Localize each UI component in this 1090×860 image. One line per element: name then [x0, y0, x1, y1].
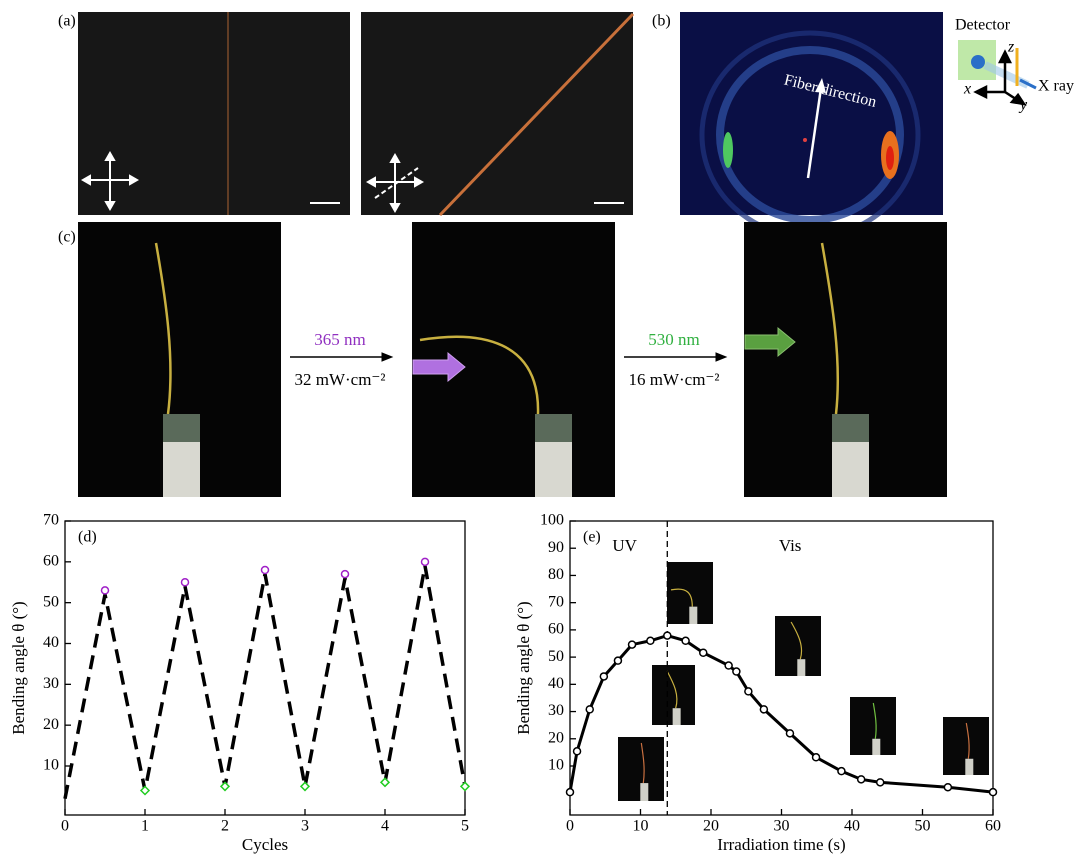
axis-z: z [1007, 39, 1015, 56]
x-tick-label: 5 [461, 818, 469, 835]
x-tick-label: 3 [301, 818, 309, 835]
circle-marker [629, 641, 636, 648]
panel-label: (b) [652, 13, 671, 30]
y-tick-label: 40 [43, 634, 59, 651]
intensity: 32 mW·cm⁻² [294, 370, 385, 389]
circle-marker [664, 632, 671, 639]
x-axis-label: Irradiation time (s) [717, 835, 845, 854]
panel-label: (c) [58, 229, 76, 246]
x-tick-label: 60 [985, 818, 1001, 835]
x-tick-label: 20 [703, 818, 719, 835]
photo-a1 [78, 12, 350, 215]
annotation: Vis [779, 536, 802, 555]
annotation: UV [612, 536, 637, 555]
circle-marker [877, 779, 884, 786]
circle-marker [342, 571, 349, 578]
circle-marker [647, 637, 654, 644]
inset-holder [673, 708, 681, 725]
inset-holder [689, 607, 697, 624]
panel-label: (a) [58, 13, 76, 30]
x-tick-label: 40 [844, 818, 860, 835]
panel-label: (d) [78, 529, 97, 546]
y-tick-label: 70 [548, 593, 564, 610]
x-tick-label: 30 [774, 818, 790, 835]
y-tick-label: 60 [548, 621, 564, 638]
circle-marker [838, 768, 845, 775]
circle-marker [733, 668, 740, 675]
xray-label: X ray [1038, 78, 1074, 95]
y-tick-label: 70 [43, 512, 59, 529]
circle-marker [990, 789, 997, 796]
photo-a2 [361, 12, 633, 215]
circle-marker [600, 673, 607, 680]
y-tick-label: 30 [548, 702, 564, 719]
inset-holder [797, 659, 805, 676]
circle-marker [262, 567, 269, 574]
x-tick-label: 50 [915, 818, 931, 835]
circle-marker [682, 637, 689, 644]
figure: (a) (b) Fiber direction [0, 0, 1090, 860]
diamond-marker [381, 778, 389, 786]
circle-marker [725, 662, 732, 669]
x-axis-label: Cycles [242, 835, 288, 854]
y-tick-label: 50 [548, 648, 564, 665]
inset-holder [965, 759, 973, 775]
y-tick-label: 100 [540, 512, 564, 529]
diamond-marker [301, 782, 309, 790]
y-tick-label: 60 [43, 553, 59, 570]
circle-marker [102, 587, 109, 594]
y-tick-label: 30 [43, 675, 59, 692]
intensity: 16 mW·cm⁻² [628, 370, 719, 389]
diamond-marker [141, 787, 149, 795]
circle-marker [745, 688, 752, 695]
y-tick-label: 10 [43, 757, 59, 774]
axis-y: y [1018, 97, 1028, 114]
y-tick-label: 10 [548, 757, 564, 774]
x-tick-label: 0 [566, 818, 574, 835]
x-tick-label: 0 [61, 818, 69, 835]
photo-c2 [412, 222, 615, 497]
inset-holder [872, 739, 880, 755]
diamond-marker [221, 782, 229, 790]
y-axis-label: Bending angle θ (°) [514, 601, 533, 734]
x-tick-label: 10 [633, 818, 649, 835]
circle-marker [786, 730, 793, 737]
x-tick-label: 4 [381, 818, 389, 835]
diamond-marker [461, 782, 469, 790]
circle-marker [182, 579, 189, 586]
x-tick-label: 1 [141, 818, 149, 835]
circle-marker [700, 649, 707, 656]
y-tick-label: 40 [548, 675, 564, 692]
circle-marker [567, 789, 574, 796]
circle-marker [574, 748, 581, 755]
series-line [65, 566, 465, 799]
circle-marker [614, 657, 621, 664]
axis-x: x [963, 81, 971, 98]
circle-marker [422, 558, 429, 565]
circle-marker [586, 706, 593, 713]
xray-pattern [680, 12, 943, 237]
detector-label: Detector [955, 17, 1011, 34]
inset-photos [618, 562, 989, 801]
photo-c3 [744, 222, 947, 497]
y-tick-label: 80 [548, 566, 564, 583]
circle-marker [813, 754, 820, 761]
x-tick-label: 2 [221, 818, 229, 835]
wavelength: 365 nm [314, 330, 365, 349]
y-tick-label: 50 [43, 593, 59, 610]
photo-c1 [78, 222, 281, 497]
y-tick-label: 90 [548, 539, 564, 556]
panel-label: (e) [583, 529, 601, 546]
inset-holder [640, 783, 648, 801]
y-tick-label: 20 [43, 716, 59, 733]
y-axis-label: Bending angle θ (°) [9, 601, 28, 734]
wavelength: 530 nm [648, 330, 699, 349]
circle-marker [944, 784, 951, 791]
y-tick-label: 20 [548, 729, 564, 746]
circle-marker [760, 706, 767, 713]
circle-marker [858, 776, 865, 783]
